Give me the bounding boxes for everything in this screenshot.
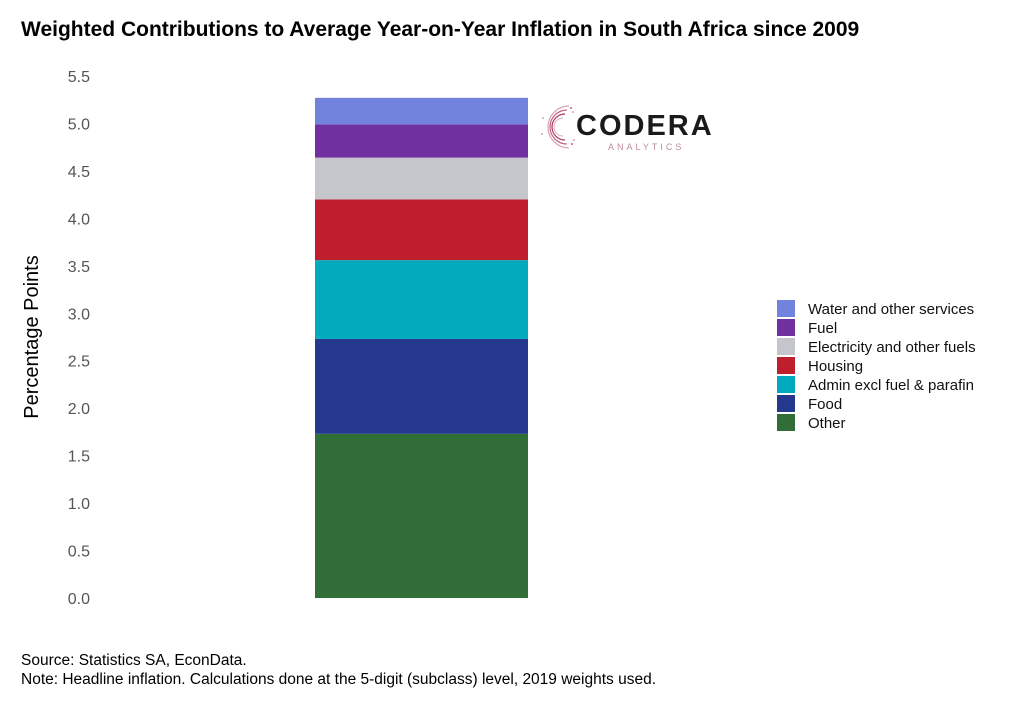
- legend-label: Electricity and other fuels: [808, 339, 976, 356]
- legend-label: Other: [808, 415, 846, 432]
- bar-segment-electricity-and-other-fuels: [315, 157, 528, 200]
- y-tick-label: 1.0: [68, 496, 90, 513]
- y-tick-label: 3.0: [68, 306, 90, 323]
- bar-segment-fuel: [315, 124, 528, 158]
- y-tick-label: 4.0: [68, 211, 90, 228]
- legend-label: Fuel: [808, 320, 837, 337]
- bar-segment-food: [315, 338, 528, 434]
- method-note: Note: Headline inflation. Calculations d…: [21, 671, 657, 688]
- legend: Water and other services Fuel Electricity …: [777, 300, 976, 432]
- legend-swatch: [777, 414, 795, 431]
- y-axis-ticks: 0.0 0.5 1.0 1.5 2.0 2.5 3.0 3.5 4.0 4.5 5.0 5.5: [68, 69, 90, 608]
- legend-label: Food: [808, 396, 842, 413]
- bar-segment-admin-excl-fuel-parafin: [315, 260, 528, 339]
- chart-title: Weighted Contributions to Average Year-o…: [21, 18, 860, 41]
- y-tick-label: 5.0: [68, 116, 90, 133]
- bar-segments: [315, 97, 528, 598]
- legend-swatch: [777, 338, 795, 355]
- logo-subtitle: ANALYTICS: [608, 142, 685, 152]
- legend-label: Water and other services: [808, 301, 974, 318]
- logo-wordmark: CODERA: [576, 110, 714, 142]
- y-tick-label: 0.0: [68, 591, 90, 608]
- footer: Source: Statistics SA, EconData. Note: H…: [21, 651, 656, 689]
- y-tick-label: 0.5: [68, 544, 90, 561]
- y-tick-label: 3.5: [68, 259, 90, 276]
- legend-swatch: [777, 376, 795, 393]
- legend-swatch: [777, 357, 795, 374]
- y-axis-label: Percentage Points: [21, 255, 43, 418]
- codera-logo: CODERA ANALYTICS: [537, 98, 712, 156]
- legend-label: Housing: [808, 358, 863, 375]
- source-note: Source: Statistics SA, EconData.: [21, 652, 247, 669]
- legend-label: Admin excl fuel & parafin: [808, 377, 974, 394]
- bar-segment-water-and-other-services: [315, 97, 528, 125]
- y-tick-label: 5.5: [68, 69, 90, 86]
- legend-swatch: [777, 395, 795, 412]
- legend-swatch: [777, 300, 795, 317]
- y-tick-label: 2.0: [68, 401, 90, 418]
- bar-segment-other: [315, 433, 528, 598]
- bar-segment-housing: [315, 199, 528, 261]
- y-tick-label: 1.5: [68, 449, 90, 466]
- legend-swatch: [777, 319, 795, 336]
- codera-mark-icon: [541, 105, 575, 149]
- y-tick-label: 4.5: [68, 164, 90, 181]
- y-tick-label: 2.5: [68, 354, 90, 371]
